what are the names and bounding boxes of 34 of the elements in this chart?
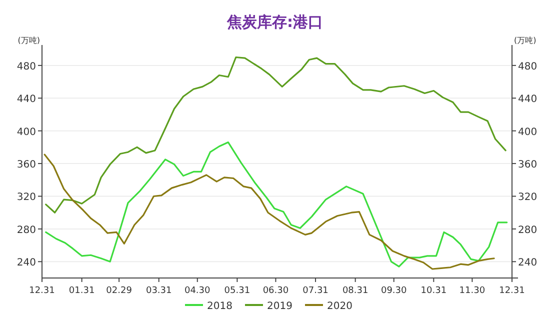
x-tick-label: 06.30 <box>262 286 289 296</box>
y2-tick-label: 320 <box>518 192 538 204</box>
chart-title: 焦炭库存:港口 <box>226 13 323 31</box>
y2-tick-label: 360 <box>518 160 538 171</box>
y-axis-title: (万吨) <box>18 36 40 45</box>
y2-tick-label: 440 <box>518 94 538 106</box>
x-tick-label: 10.31 <box>420 286 447 296</box>
y-tick-label: 240 <box>16 258 36 269</box>
y-tick-label: 440 <box>16 94 36 106</box>
y-tick-label: 360 <box>16 160 36 171</box>
x-tick-label: 01.31 <box>68 286 95 296</box>
x-tick-label: 03.31 <box>146 286 172 296</box>
x-tick-label: 02.29 <box>106 286 132 296</box>
line-series <box>45 56 506 214</box>
legend-label: 2019 <box>267 301 292 312</box>
x-tick-label: 04.30 <box>184 286 211 296</box>
x-tick-label: 12.31 <box>499 286 525 296</box>
y-tick-label: 320 <box>16 192 36 204</box>
x-tick-label: 11.30 <box>459 286 486 296</box>
y-tick-label: 400 <box>16 126 36 138</box>
legend-label: 2018 <box>207 301 232 312</box>
y-tick-label: 480 <box>16 61 36 72</box>
y2-tick-label: 480 <box>518 61 538 72</box>
y2-tick-label: 280 <box>518 224 538 236</box>
x-tick-label: 08.31 <box>342 286 368 296</box>
x-tick-label: 09.30 <box>380 286 408 296</box>
y2-axis-title: (万吨) <box>514 36 536 45</box>
legend-label: 2020 <box>327 301 352 312</box>
x-tick-label: 07.31 <box>302 286 328 296</box>
x-tick-label: 05.31 <box>224 286 250 296</box>
y2-tick-label: 400 <box>518 126 538 138</box>
y-tick-label: 280 <box>16 224 36 236</box>
x-tick-label: 12.31 <box>29 286 55 296</box>
y2-tick-label: 240 <box>518 258 538 269</box>
